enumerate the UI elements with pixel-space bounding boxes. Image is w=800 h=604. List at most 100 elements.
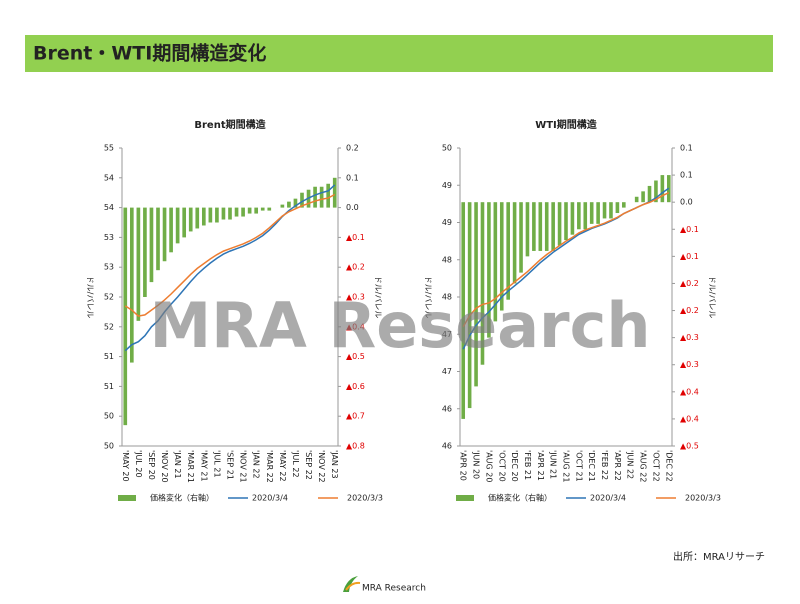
bar	[571, 202, 575, 235]
y2-tick-label: ▲0.5	[680, 442, 699, 451]
y-tick-label: 55	[104, 144, 114, 153]
y-tick-label: 54	[104, 203, 114, 212]
x-tick-label: 'MAY 22	[278, 450, 287, 482]
bar	[287, 202, 291, 208]
y-tick-label: 47	[442, 367, 452, 376]
x-tick-label: 'AUG 22	[639, 450, 648, 482]
bar	[228, 208, 232, 220]
x-tick-label: 'JAN 21	[173, 450, 182, 479]
x-tick-label: 'JUL 22	[291, 450, 300, 478]
bar	[590, 202, 594, 224]
y-tick-label: 49	[442, 181, 452, 190]
x-tick-label: 'FEB 22	[600, 450, 609, 480]
y2-tick-label: ▲0.2	[680, 279, 699, 288]
y-tick-label: 49	[442, 218, 452, 227]
y-tick-label: 50	[104, 412, 114, 421]
x-tick-label: 'OCT 22	[651, 450, 660, 482]
y-tick-label: 51	[104, 382, 114, 391]
x-tick-label: 'FEB 21	[523, 450, 532, 480]
x-tick-label: 'MAY 21	[199, 450, 208, 482]
y-tick-label: 46	[442, 404, 452, 413]
legend-label: 価格変化（右軸）	[150, 493, 214, 503]
chart-title: Brent期間構造	[194, 118, 266, 131]
x-tick-label: 'DEC 21	[587, 450, 596, 482]
legend-swatch	[118, 495, 136, 501]
y-tick-label: 54	[104, 173, 114, 182]
legend-label: 価格変化（右軸）	[488, 493, 552, 503]
bar	[150, 208, 154, 283]
bar	[661, 175, 665, 202]
legend-label: 2020/3/4	[252, 494, 288, 503]
x-tick-label: 'NOV 20	[160, 450, 169, 483]
bar	[506, 202, 510, 300]
y2-tick-label: 0.1	[680, 144, 693, 153]
x-tick-label: 'SEP 20	[147, 450, 156, 480]
y-tick-label: 53	[104, 233, 114, 242]
y-axis-title: ドル/バレル	[86, 276, 95, 319]
legend-swatch	[456, 495, 474, 501]
x-tick-label: 'JUL 21	[212, 450, 221, 478]
bar	[215, 208, 219, 223]
bar	[551, 202, 555, 251]
y2-tick-label: ▲0.1	[680, 225, 699, 234]
bar	[281, 205, 285, 208]
y2-tick-label: 0.1	[680, 171, 693, 180]
x-tick-label: 'SEP 22	[304, 450, 313, 480]
bar	[209, 208, 213, 223]
x-tick-label: 'AUG 21	[562, 450, 571, 482]
bar	[123, 208, 127, 426]
y2-tick-label: ▲0.6	[346, 382, 365, 391]
chart-title: WTI期間構造	[535, 118, 598, 131]
bar	[326, 184, 330, 208]
bar	[532, 202, 536, 251]
bar	[267, 208, 271, 211]
x-tick-label: 'NOV 22	[317, 450, 326, 483]
bar	[143, 208, 147, 297]
y2-tick-label: ▲0.7	[346, 412, 365, 421]
bar	[539, 202, 543, 251]
x-tick-label: 'SEP 21	[226, 450, 235, 480]
x-tick-label: 'MAR 21	[186, 450, 195, 483]
y-tick-label: 52	[104, 322, 114, 331]
y2-tick-label: 0.2	[346, 144, 359, 153]
y2-tick-label: ▲0.2	[680, 306, 699, 315]
logo-text: MRA Research	[362, 584, 426, 594]
legend-label: 2020/3/4	[590, 494, 626, 503]
y2-tick-label: ▲0.1	[346, 233, 365, 242]
y2-tick-label: ▲0.4	[680, 414, 699, 423]
bar	[545, 202, 549, 251]
x-tick-label: 'JUN 21	[549, 450, 558, 479]
logo-icon	[343, 576, 360, 592]
y2-tick-label: ▲0.2	[346, 263, 365, 272]
bar	[596, 202, 600, 224]
y-tick-label: 50	[442, 144, 452, 153]
y2-tick-label: ▲0.4	[680, 387, 699, 396]
bar	[156, 208, 160, 271]
bar	[222, 208, 226, 220]
bar	[130, 208, 134, 363]
x-tick-label: 'APR 21	[536, 450, 545, 481]
y-tick-label: 53	[104, 263, 114, 272]
bar	[261, 208, 265, 211]
x-tick-label: 'DEC 22	[664, 450, 673, 482]
bar	[241, 208, 245, 217]
bar	[333, 178, 337, 208]
bar	[564, 202, 568, 240]
bar	[182, 208, 186, 238]
y-tick-label: 48	[442, 255, 452, 264]
x-tick-label: 'JUL 20	[134, 450, 143, 478]
bar	[526, 202, 530, 256]
bar	[313, 187, 317, 208]
bar	[235, 208, 239, 217]
legend-label: 2020/3/3	[347, 494, 383, 503]
y2-tick-label: ▲0.1	[680, 252, 699, 261]
y2-tick-label: ▲0.3	[680, 360, 699, 369]
x-tick-label: 'DEC 20	[510, 450, 519, 482]
y-tick-label: 52	[104, 293, 114, 302]
y2-tick-label: 0.1	[346, 173, 359, 182]
bar	[176, 208, 180, 244]
x-tick-label: 'APR 20	[459, 450, 468, 481]
x-tick-label: 'NOV 21	[239, 450, 248, 483]
bar	[189, 208, 193, 232]
